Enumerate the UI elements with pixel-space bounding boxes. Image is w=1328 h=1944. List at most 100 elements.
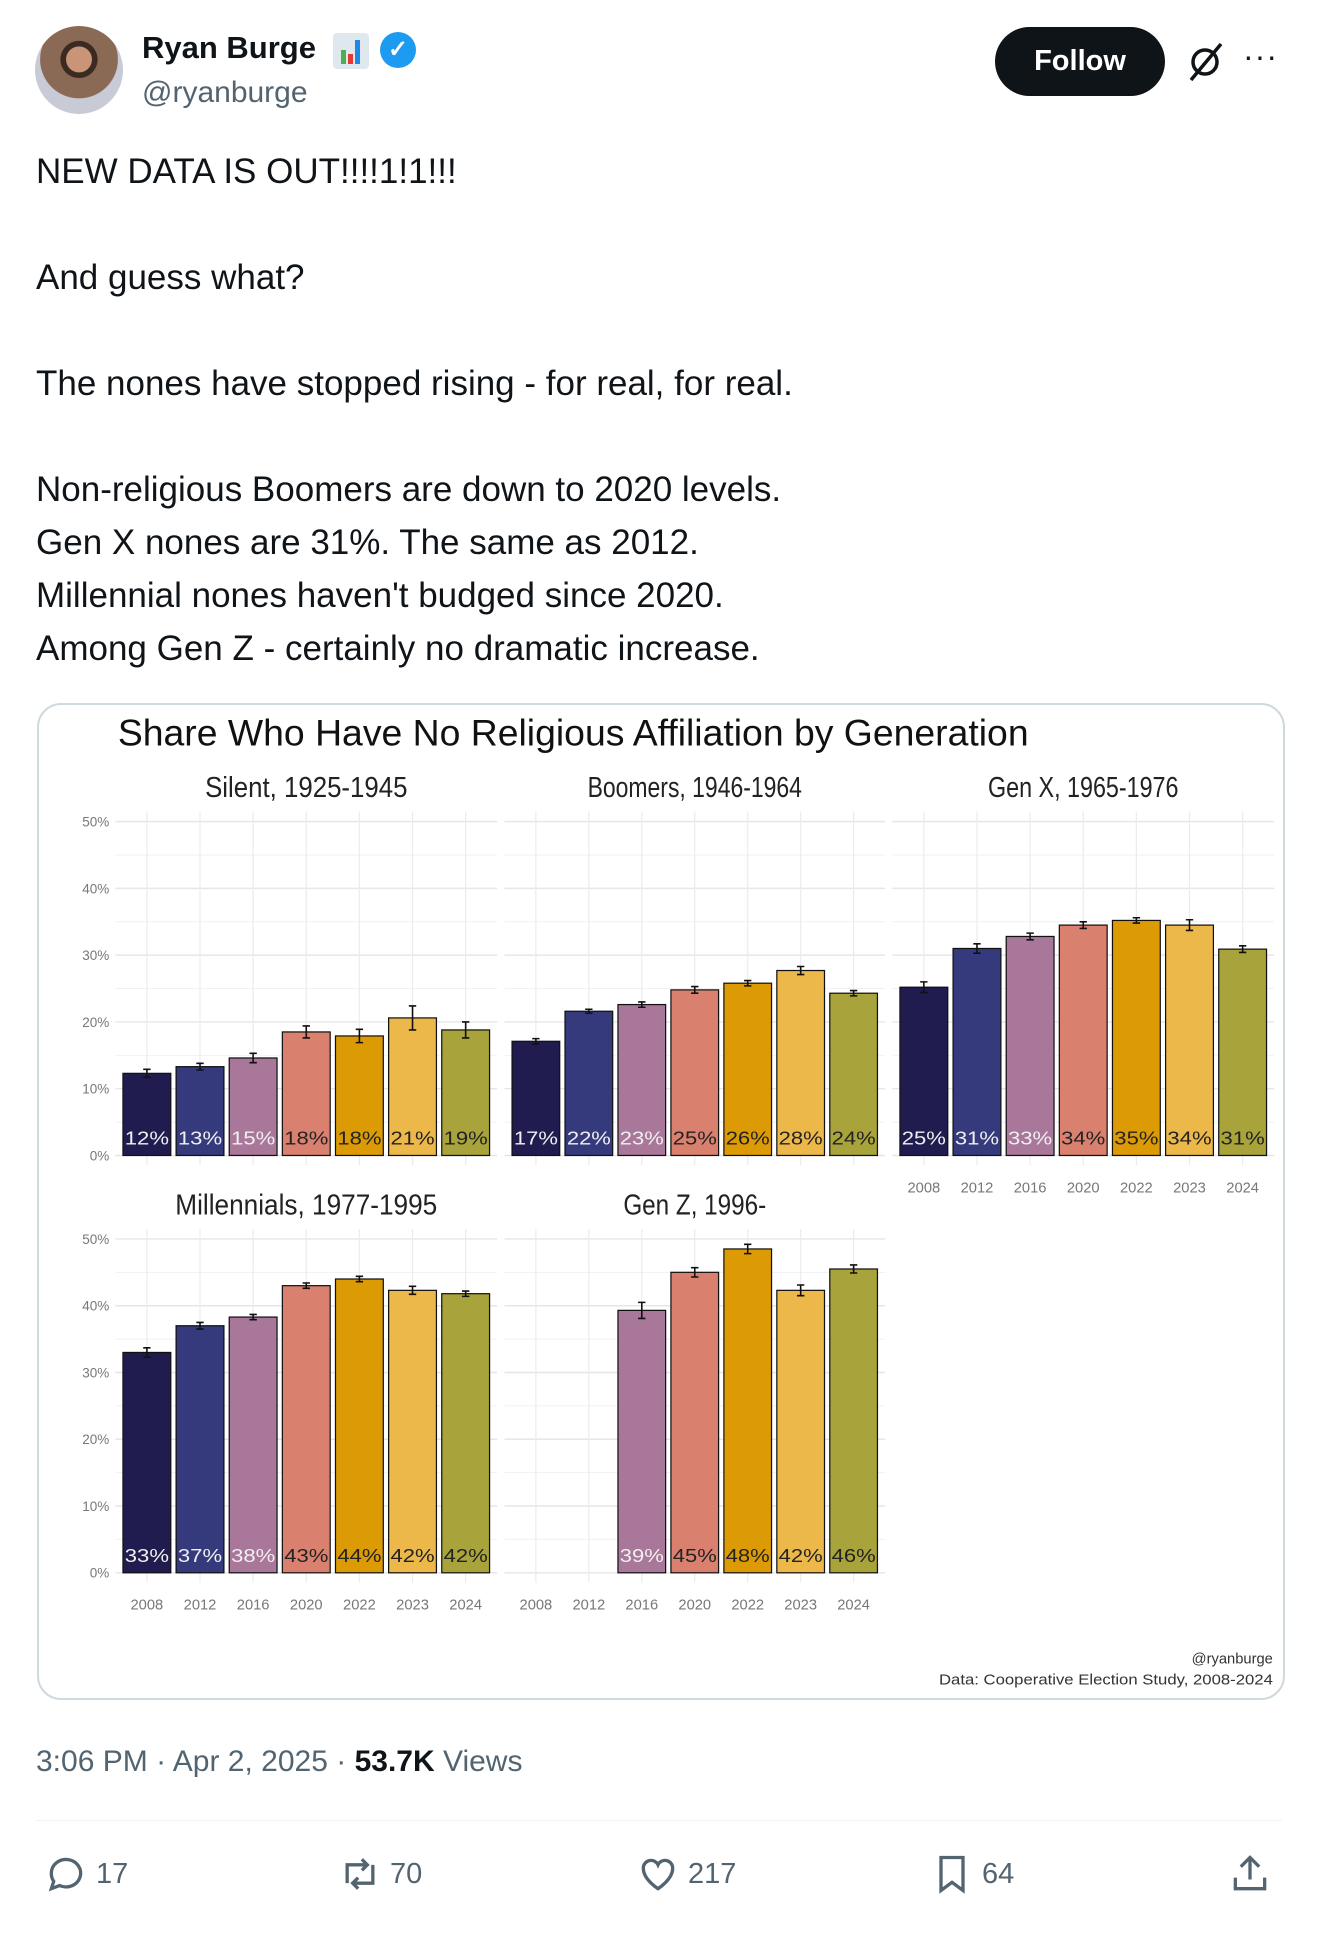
error-bar [196, 1062, 204, 1071]
tweet-text-line: The nones have stopped rising - for real… [36, 364, 793, 403]
error-bar [1185, 918, 1194, 932]
follow-button[interactable]: Follow [995, 27, 1165, 96]
error-bar [143, 1068, 151, 1079]
error-bar [408, 1285, 417, 1296]
bar [899, 986, 949, 1157]
y-tick-label: 50% [82, 815, 109, 830]
data-label: 44% [337, 1545, 381, 1566]
author-name[interactable]: Ryan Burge [142, 30, 316, 65]
panel-title: Gen X, 1965-1976 [988, 771, 1178, 803]
share-button[interactable] [1228, 1850, 1272, 1898]
x-tick-label: 2023 [784, 1598, 817, 1614]
reply-button[interactable]: 17 [44, 1850, 128, 1898]
data-label: 33% [1008, 1127, 1052, 1148]
data-label: 42% [779, 1545, 823, 1566]
error-bar [920, 981, 928, 994]
error-bar [532, 1037, 540, 1045]
bar [723, 1248, 773, 1574]
bar [670, 989, 720, 1157]
more-icon[interactable]: ··· [1243, 38, 1278, 74]
bar [1005, 935, 1055, 1157]
avatar[interactable] [35, 26, 123, 114]
tweet-text-line: Non-religious Boomers are down to 2020 l… [36, 470, 782, 509]
chart-image[interactable]: Share Who Have No Religious Affiliation … [37, 703, 1285, 1700]
chart-source: Data: Cooperative Election Study, 2008-2… [939, 1672, 1273, 1688]
data-label: 34% [1061, 1127, 1105, 1148]
bar [617, 1309, 667, 1574]
bar [617, 1003, 667, 1157]
y-tick-label: 0% [90, 1566, 110, 1581]
data-label: 42% [390, 1545, 434, 1566]
error-bar [196, 1321, 204, 1330]
bar [1111, 919, 1161, 1157]
time[interactable]: 3:06 PM [36, 1745, 148, 1778]
error-bar [1079, 920, 1087, 930]
error-bar [461, 1021, 470, 1039]
date[interactable]: Apr 2, 2025 [172, 1745, 328, 1778]
x-tick-label: 2016 [1014, 1180, 1047, 1196]
data-label: 12% [125, 1127, 169, 1148]
error-bar [796, 1284, 805, 1297]
data-label: 42% [444, 1545, 488, 1566]
bar [388, 1017, 438, 1157]
error-bar [638, 1301, 646, 1320]
data-label: 22% [567, 1127, 611, 1148]
bar-chart-emoji-icon [333, 33, 369, 69]
error-bar [143, 1346, 151, 1358]
error-bar [744, 1243, 752, 1255]
verified-badge-icon[interactable]: ✓ [380, 32, 416, 68]
repost-button[interactable]: 70 [338, 1850, 422, 1898]
error-bar [1132, 916, 1141, 924]
divider [36, 1820, 1282, 1821]
bar [122, 1351, 172, 1574]
data-label: 46% [832, 1545, 876, 1566]
x-tick-label: 2016 [625, 1598, 658, 1614]
x-tick-label: 2008 [907, 1180, 940, 1196]
error-bar [355, 1028, 364, 1044]
x-tick-label: 2023 [1173, 1180, 1206, 1196]
author-handle[interactable]: @ryanburge [142, 76, 308, 109]
error-bar [796, 965, 805, 976]
like-count: 217 [688, 1857, 737, 1890]
error-bar [408, 1005, 417, 1031]
data-label: 35% [1114, 1127, 1158, 1148]
error-bar [691, 985, 699, 995]
error-bar [302, 1025, 310, 1039]
x-tick-label: 2008 [520, 1598, 553, 1614]
data-label: 26% [726, 1127, 770, 1148]
data-label: 17% [514, 1127, 558, 1148]
bar [175, 1325, 225, 1574]
data-label: 34% [1167, 1127, 1211, 1148]
x-tick-label: 2024 [449, 1598, 482, 1614]
panel-title: Millennials, 1977-1995 [175, 1188, 437, 1220]
bar [670, 1271, 720, 1574]
data-label: 39% [620, 1545, 664, 1566]
error-bar [1026, 932, 1034, 941]
error-bar [973, 943, 981, 954]
data-label: 33% [125, 1545, 169, 1566]
bar [228, 1316, 278, 1574]
data-label: 28% [779, 1127, 823, 1148]
x-tick-label: 2016 [237, 1598, 270, 1614]
bar [1218, 948, 1268, 1157]
data-label: 45% [673, 1545, 717, 1566]
data-label: 15% [231, 1127, 275, 1148]
bar [175, 1066, 225, 1157]
tweet-text-line: Among Gen Z - certainly no dramatic incr… [36, 629, 760, 668]
like-button[interactable]: 217 [636, 1850, 736, 1898]
reply-icon [48, 1857, 83, 1892]
bookmark-button[interactable]: 64 [930, 1850, 1014, 1898]
data-label: 24% [832, 1127, 876, 1148]
share-icon [1233, 1855, 1267, 1891]
reply-count: 17 [96, 1857, 129, 1890]
data-label: 48% [726, 1545, 770, 1566]
bar [723, 982, 773, 1157]
bar [829, 1268, 879, 1574]
y-tick-label: 0% [90, 1148, 110, 1163]
bar [829, 992, 879, 1157]
y-tick-label: 40% [82, 1299, 109, 1314]
separator: · [156, 1745, 167, 1778]
timestamp[interactable]: 3:06 PM · Apr 2, 2025 · 53.7K Views [36, 1745, 522, 1779]
y-tick-label: 20% [82, 1432, 109, 1447]
grok-icon[interactable] [1183, 40, 1227, 84]
